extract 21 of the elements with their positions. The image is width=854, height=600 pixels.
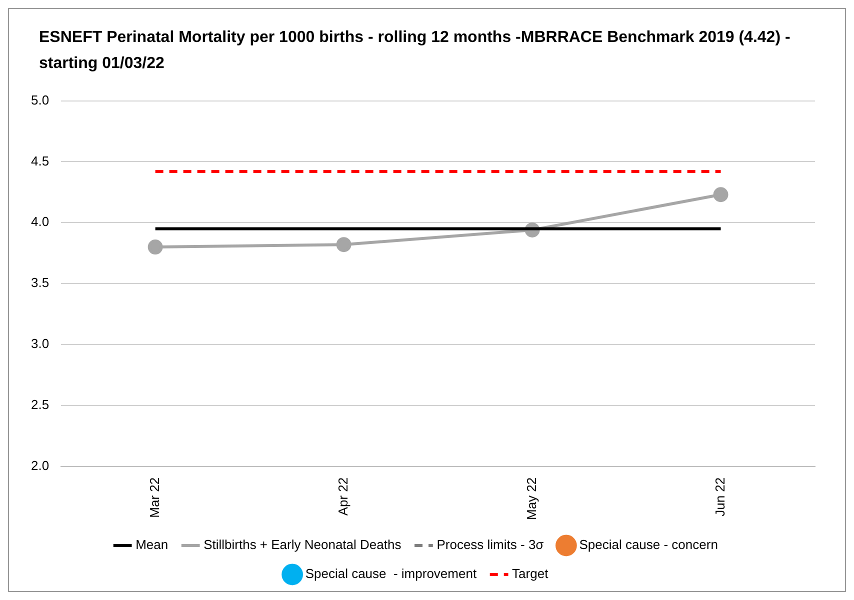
legend-label: Special cause - concern <box>579 537 718 552</box>
legend-label: Target <box>512 566 549 582</box>
point <box>148 240 163 255</box>
y-tick-label: 3.0 <box>30 336 50 352</box>
legend-label: Special cause - improvement <box>305 566 477 582</box>
x-tick-label: Jun 22 <box>712 477 728 516</box>
point <box>713 187 728 202</box>
y-tick-label: 3.5 <box>30 275 50 290</box>
y-tick-label: 5.0 <box>30 92 50 108</box>
y-tick-label: 4.0 <box>30 214 50 230</box>
y-tick-label: 4.5 <box>30 153 50 168</box>
x-tick-label: Mar 22 <box>146 477 162 518</box>
legend-label: Mean <box>136 537 168 552</box>
y-tick-label: 2.0 <box>30 458 50 473</box>
chart-title: ESNEFT Perinatal Mortality per 1000 births - rolling 12 months -MBRRACE Benchmark 2019 (4.42) - starting 01/03/22 <box>38 28 792 74</box>
point <box>336 237 352 252</box>
x-tick-label: Apr 22 <box>335 477 350 516</box>
legend-label: Stillbirths + Early Neonatal Deaths <box>204 537 402 552</box>
legend-label: Process limits - 3σ <box>436 537 544 552</box>
y-tick-label: 2.5 <box>30 397 50 412</box>
x-tick-label: May 22 <box>524 477 539 520</box>
